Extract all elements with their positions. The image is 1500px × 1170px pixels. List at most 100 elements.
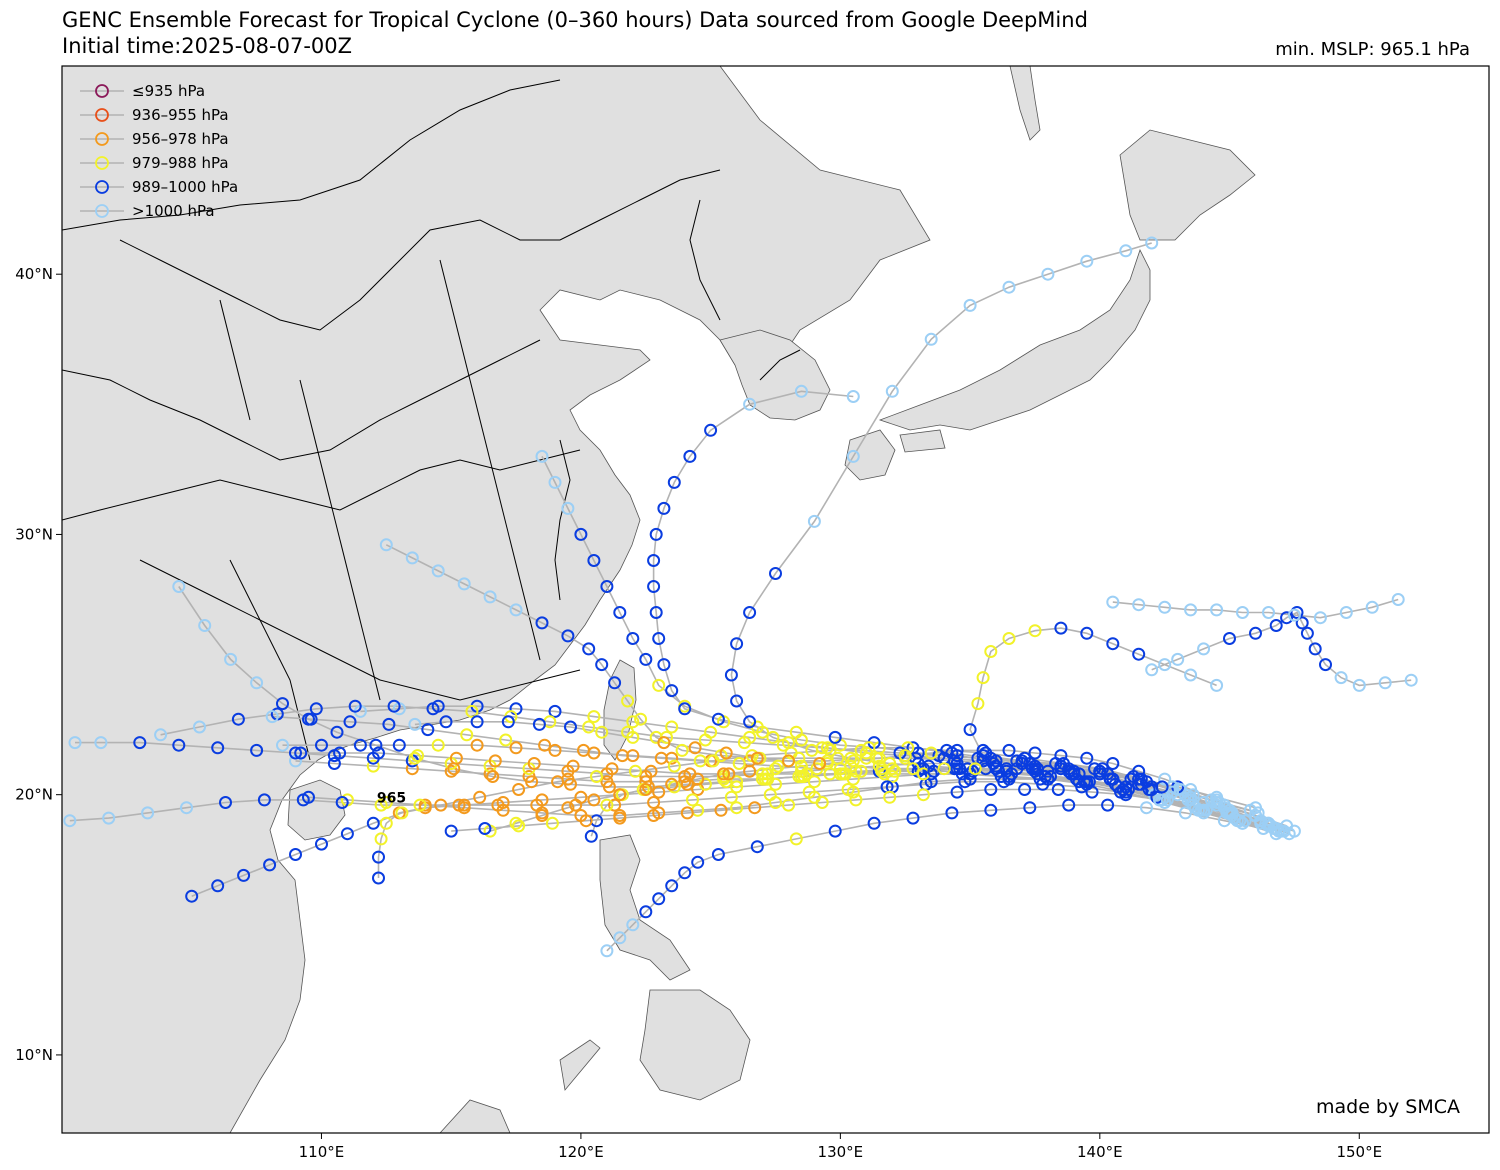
track-point <box>613 931 627 945</box>
track-point <box>984 645 998 658</box>
track-point <box>680 806 694 820</box>
track-point <box>639 652 653 666</box>
track-point <box>535 449 549 463</box>
track-point <box>488 754 502 768</box>
track-point <box>1134 777 1148 791</box>
track-point <box>711 848 725 861</box>
track-point <box>1404 673 1418 687</box>
track-point <box>1319 658 1332 672</box>
track-point <box>1249 626 1262 640</box>
track-point <box>748 801 762 815</box>
track-point <box>1236 606 1249 619</box>
track-point <box>1186 798 1200 812</box>
track-point <box>841 783 855 796</box>
borneo <box>439 1099 511 1133</box>
track-point <box>470 715 484 729</box>
track-point <box>411 749 424 763</box>
province-borders <box>62 79 801 761</box>
track-point <box>724 790 738 804</box>
track-point <box>449 751 463 765</box>
track-point <box>1041 267 1055 281</box>
track-point <box>1106 595 1120 609</box>
track-point <box>499 733 513 747</box>
track-point <box>885 384 899 398</box>
track-point <box>639 783 653 796</box>
track-point <box>1365 600 1379 614</box>
track-point <box>683 449 697 463</box>
track-point <box>763 788 777 802</box>
track-point <box>551 775 565 789</box>
track-point <box>141 806 155 820</box>
track-point <box>769 762 782 776</box>
track-point <box>652 785 666 799</box>
legend-marker <box>95 132 109 146</box>
legend-label: ≤935 hPa <box>132 82 205 100</box>
track-line <box>1112 598 1399 619</box>
track-point <box>473 790 487 804</box>
track-line <box>272 715 1285 832</box>
track-point <box>906 762 920 776</box>
initial-time: Initial time:2025-08-07-00Z <box>62 34 353 58</box>
track-point <box>634 712 648 726</box>
track-point <box>730 637 744 651</box>
track-point <box>766 730 780 744</box>
track-point <box>457 798 471 812</box>
track-point <box>665 684 679 698</box>
track-point <box>343 715 357 729</box>
track-point <box>652 632 666 645</box>
track-point <box>1378 676 1392 690</box>
track-point <box>587 554 601 567</box>
track-point <box>374 832 388 846</box>
track-point <box>717 767 731 781</box>
track-point <box>888 764 902 778</box>
track-point <box>1269 619 1283 632</box>
track-point <box>665 720 679 734</box>
track-point <box>444 824 458 838</box>
track-point <box>737 736 751 750</box>
track-point <box>971 697 985 711</box>
track-point <box>1093 767 1107 781</box>
hokkaido <box>1119 129 1256 241</box>
track-point <box>628 764 642 778</box>
track-point <box>1062 798 1076 812</box>
track-point <box>1238 814 1252 828</box>
track-point <box>276 738 289 752</box>
track-point <box>582 642 596 656</box>
track-point <box>1002 743 1016 757</box>
y-tick-label: 20°N <box>15 786 53 804</box>
track-point <box>237 868 251 882</box>
track-point <box>548 704 562 718</box>
plot-frame <box>61 65 1490 1134</box>
track-point <box>932 749 946 763</box>
track-point <box>1277 824 1291 838</box>
track-point <box>1262 606 1275 619</box>
track-point <box>916 788 930 802</box>
track-point <box>366 816 380 830</box>
track-point <box>569 798 583 812</box>
track-point <box>1199 803 1213 817</box>
track-point <box>626 918 640 932</box>
track-point <box>730 780 744 794</box>
track-point <box>265 710 279 724</box>
legend-marker <box>95 156 109 170</box>
track-point <box>1184 603 1198 617</box>
track-point <box>387 699 401 713</box>
track-point <box>94 736 108 750</box>
track-point <box>789 832 803 846</box>
track-point <box>561 629 575 643</box>
track-point <box>950 743 964 757</box>
track-point <box>1210 678 1224 692</box>
track-point <box>608 798 622 812</box>
track-point <box>769 567 782 580</box>
track-point <box>1124 772 1138 786</box>
track-point <box>600 798 614 812</box>
track-point <box>1197 642 1211 656</box>
track-point <box>1339 606 1353 619</box>
track-point <box>369 738 383 752</box>
track-point <box>678 866 692 880</box>
track-point <box>431 564 445 578</box>
track-point <box>714 803 728 817</box>
track-point <box>564 777 577 791</box>
track-point <box>340 827 354 841</box>
track-point <box>743 764 757 778</box>
